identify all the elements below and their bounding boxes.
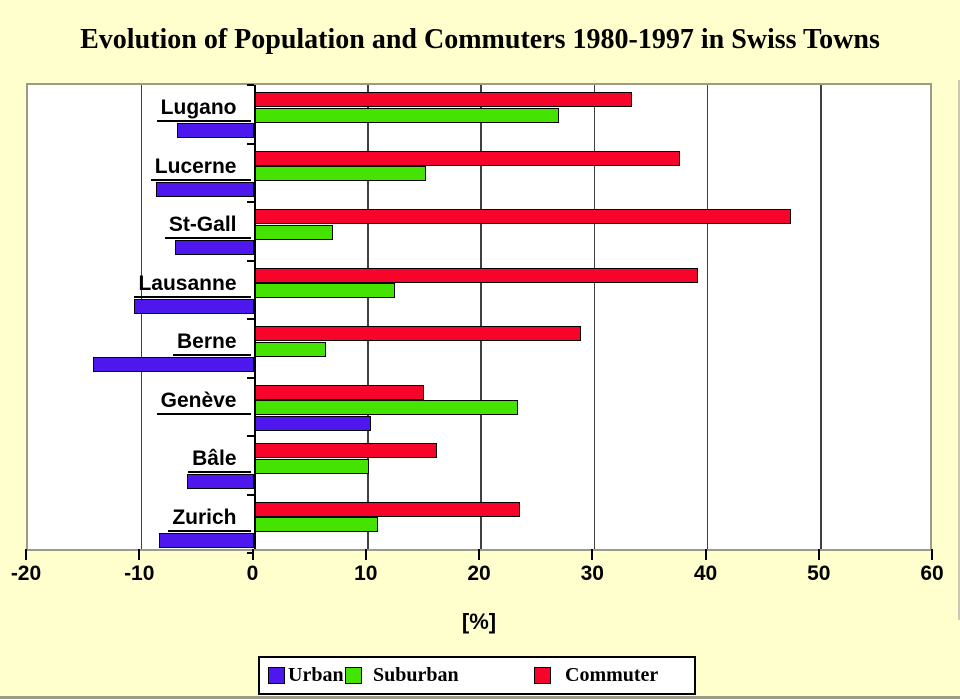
x-tick-label-60: 60 bbox=[920, 562, 944, 585]
category-label-lucerne: Lucerne bbox=[150, 155, 251, 181]
x-axis-tick bbox=[591, 549, 594, 560]
gridline--10 bbox=[140, 85, 142, 549]
legend-label-commuter: Commuter bbox=[565, 664, 659, 686]
bar-suburban-zurich bbox=[254, 517, 378, 532]
category-label-berne: Berne bbox=[172, 330, 251, 356]
chart-title: Evolution of Population and Commuters 19… bbox=[80, 24, 880, 55]
category-axis-tick bbox=[246, 376, 254, 379]
legend-entry-urban: Urban bbox=[268, 658, 344, 693]
x-axis-tick bbox=[478, 549, 480, 560]
x-axis-tick bbox=[364, 549, 367, 560]
x-tick-label-40: 40 bbox=[693, 562, 718, 585]
bar-suburban-lucerne bbox=[254, 166, 426, 181]
x-axis-tick bbox=[138, 549, 141, 560]
bar-commuter-zurich bbox=[254, 501, 520, 517]
bar-urban-bâle bbox=[186, 474, 255, 489]
category-axis-tick bbox=[246, 84, 254, 86]
frame-bottom-edge bbox=[0, 696, 960, 699]
bar-commuter-lucerne bbox=[254, 150, 681, 166]
x-tick-label-10: 10 bbox=[354, 562, 378, 585]
x-tick-label-0: 0 bbox=[246, 562, 259, 585]
category-axis-tick bbox=[246, 318, 254, 320]
gridline-20 bbox=[480, 85, 482, 549]
suburban-swatch-icon bbox=[345, 667, 362, 684]
bar-commuter-bâle bbox=[254, 443, 437, 458]
category-label-zurich: Zurich bbox=[168, 506, 251, 532]
bar-suburban-berne bbox=[254, 341, 326, 357]
bar-suburban-bâle bbox=[254, 458, 369, 474]
bar-urban-berne bbox=[92, 357, 255, 372]
bar-urban-lucerne bbox=[155, 181, 255, 197]
category-label-st-gall: St-Gall bbox=[164, 213, 251, 239]
category-label-bâle: Bâle bbox=[188, 447, 251, 473]
bar-suburban-lausanne bbox=[254, 283, 395, 298]
category-axis-tick bbox=[246, 142, 254, 145]
legend: Urban Suburban Commuter bbox=[258, 656, 696, 695]
x-axis-tick bbox=[251, 549, 254, 560]
x-axis-title: [%] bbox=[461, 609, 497, 634]
x-tick-label--10: -10 bbox=[124, 562, 155, 585]
frame-right-edge bbox=[958, 80, 960, 620]
category-axis-tick bbox=[246, 493, 254, 496]
x-axis-tick bbox=[704, 549, 707, 560]
commuter-swatch-icon bbox=[534, 667, 551, 684]
bar-suburban-genève bbox=[254, 400, 519, 415]
gridline-10 bbox=[367, 85, 369, 549]
bar-urban-st-gall bbox=[175, 240, 255, 255]
bar-commuter-st-gall bbox=[254, 209, 792, 224]
bar-commuter-genève bbox=[254, 384, 425, 400]
legend-entry-suburban: Suburban bbox=[345, 658, 459, 693]
x-tick-label-20: 20 bbox=[467, 562, 491, 585]
category-label-lugano: Lugano bbox=[156, 96, 251, 122]
bar-commuter-lausanne bbox=[254, 267, 699, 283]
category-label-lausanne: Lausanne bbox=[134, 272, 251, 298]
category-axis-tick bbox=[246, 435, 254, 437]
legend-entry-commuter: Commuter bbox=[534, 658, 658, 693]
bar-suburban-st-gall bbox=[254, 224, 333, 240]
x-axis-tick bbox=[817, 549, 820, 560]
bar-commuter-lugano bbox=[254, 92, 632, 107]
category-label-genève: Genève bbox=[156, 389, 251, 415]
x-tick-label--20: -20 bbox=[10, 562, 42, 585]
urban-swatch-icon bbox=[268, 667, 285, 684]
bar-urban-lugano bbox=[177, 123, 255, 138]
x-tick-label-50: 50 bbox=[807, 562, 831, 585]
legend-label-suburban: Suburban bbox=[373, 664, 459, 686]
bar-urban-genève bbox=[254, 415, 372, 431]
category-axis-tick bbox=[246, 259, 254, 262]
category-axis-tick bbox=[246, 201, 254, 203]
legend-label-urban: Urban bbox=[288, 664, 344, 686]
value-axis-line bbox=[253, 85, 256, 549]
gridline-30 bbox=[593, 85, 595, 549]
x-axis-tick bbox=[25, 549, 27, 560]
x-tick-label-30: 30 bbox=[580, 562, 604, 585]
bar-commuter-berne bbox=[254, 326, 581, 341]
gridline-50 bbox=[820, 85, 822, 549]
category-axis-tick bbox=[246, 552, 254, 554]
gridline-40 bbox=[706, 85, 709, 549]
plot-area: Lugano Lucerne St-Gall Lausanne Berne Genève B… bbox=[26, 83, 932, 554]
bar-suburban-lugano bbox=[254, 107, 560, 123]
bar-urban-zurich bbox=[159, 532, 255, 548]
bar-urban-lausanne bbox=[134, 298, 255, 314]
x-axis-tick bbox=[931, 549, 933, 560]
